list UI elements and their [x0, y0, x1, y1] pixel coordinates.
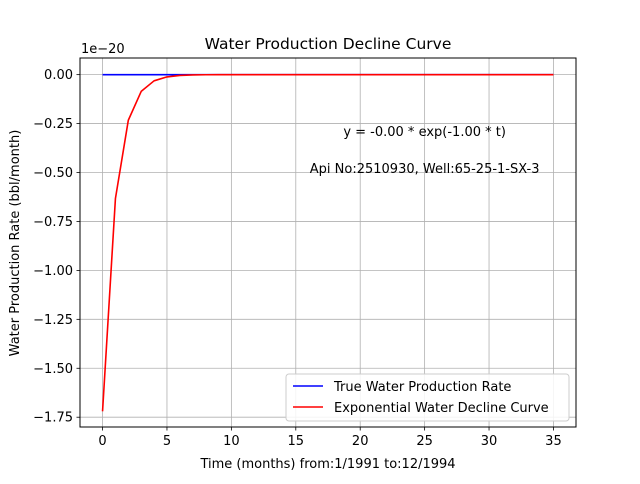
- y-tick-label: −0.75: [33, 215, 73, 230]
- y-tick-label: −1.25: [33, 313, 73, 328]
- x-tick-label: 10: [223, 434, 240, 449]
- y-tick-label: −1.50: [33, 362, 73, 377]
- legend: True Water Production Rate Exponential W…: [285, 373, 570, 422]
- annotation-equation: y = -0.00 * exp(-1.00 * t): [343, 125, 506, 140]
- x-tick-label: 5: [163, 434, 171, 449]
- y-axis-label: Water Production Rate (bbl/month): [8, 130, 23, 357]
- y-tick-label: −1.75: [33, 411, 73, 426]
- x-tick-label: 0: [98, 434, 106, 449]
- y-tick-label: −0.25: [33, 117, 73, 132]
- x-tick-label: 15: [288, 434, 305, 449]
- annotation-well: Api No:2510930, Well:65-25-1-SX-3: [310, 162, 540, 177]
- x-tick-label: 20: [352, 434, 369, 449]
- chart-title: Water Production Decline Curve: [205, 35, 452, 53]
- series-layer: [101, 73, 554, 412]
- y-tick-label: −1.00: [33, 264, 73, 279]
- tick-layer: 0 5 10 15 20 25 30 35 0.00 −0.25 −0.50 −0.75 −1.00 −1…: [33, 68, 562, 449]
- y-axis-offset-label: 1e−20: [81, 42, 125, 57]
- x-tick-label: 35: [545, 434, 562, 449]
- plot-frame: [79, 57, 577, 428]
- legend-box: [285, 373, 570, 422]
- legend-label-true-rate: True Water Production Rate: [333, 380, 511, 395]
- series-line-exponential-water-decline-curve: [101, 73, 554, 412]
- x-tick-label: 25: [416, 434, 433, 449]
- x-axis-label: Time (months) from:1/1991 to:12/1994: [199, 457, 455, 472]
- y-tick-label: 0.00: [44, 68, 73, 83]
- legend-label-decline-curve: Exponential Water Decline Curve: [334, 401, 549, 416]
- x-tick-label: 30: [481, 434, 498, 449]
- y-tick-label: −0.50: [33, 166, 73, 181]
